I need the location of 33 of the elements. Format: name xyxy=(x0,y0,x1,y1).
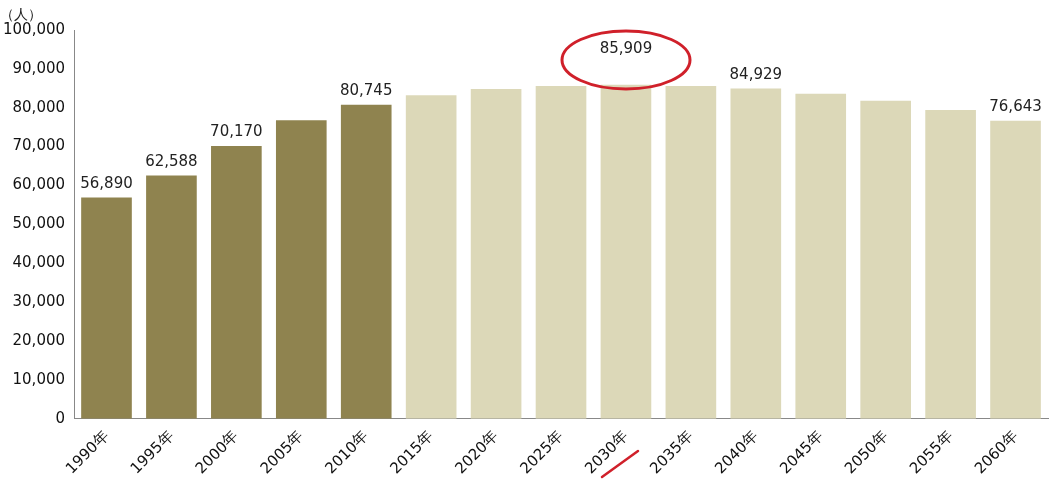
data-label: 76,643 xyxy=(989,97,1042,116)
y-axis-title: （人） xyxy=(0,5,42,22)
y-tick-label: 90,000 xyxy=(12,58,66,77)
bar xyxy=(860,100,911,419)
bar xyxy=(470,89,522,419)
y-tick-label: 40,000 xyxy=(12,253,66,272)
y-tick-label: 50,000 xyxy=(12,214,66,233)
bar xyxy=(925,110,976,419)
bar xyxy=(211,145,262,419)
y-tick-label: 80,000 xyxy=(12,97,66,116)
data-label: 70,170 xyxy=(210,122,263,141)
y-tick-label: 30,000 xyxy=(12,291,66,310)
bar xyxy=(340,104,392,419)
y-tick-label: 20,000 xyxy=(12,330,66,349)
bar xyxy=(600,84,652,419)
data-label: 84,929 xyxy=(729,64,783,83)
bar xyxy=(275,120,327,419)
y-tick-label: 70,000 xyxy=(12,136,66,155)
data-label: 62,588 xyxy=(145,151,198,170)
bar xyxy=(535,85,587,419)
data-label: 85,909 xyxy=(599,39,653,58)
data-label: 56,890 xyxy=(80,173,133,192)
bar xyxy=(665,85,717,419)
bar xyxy=(81,197,132,419)
data-label: 80,745 xyxy=(339,81,393,100)
bar xyxy=(795,93,847,419)
y-tick-label: 0 xyxy=(55,408,66,427)
bar xyxy=(990,120,1041,419)
bar xyxy=(730,88,782,419)
y-tick-label: 60,000 xyxy=(12,175,66,194)
bar xyxy=(146,175,197,419)
bar xyxy=(405,95,457,419)
y-tick-label: 10,000 xyxy=(12,369,66,388)
